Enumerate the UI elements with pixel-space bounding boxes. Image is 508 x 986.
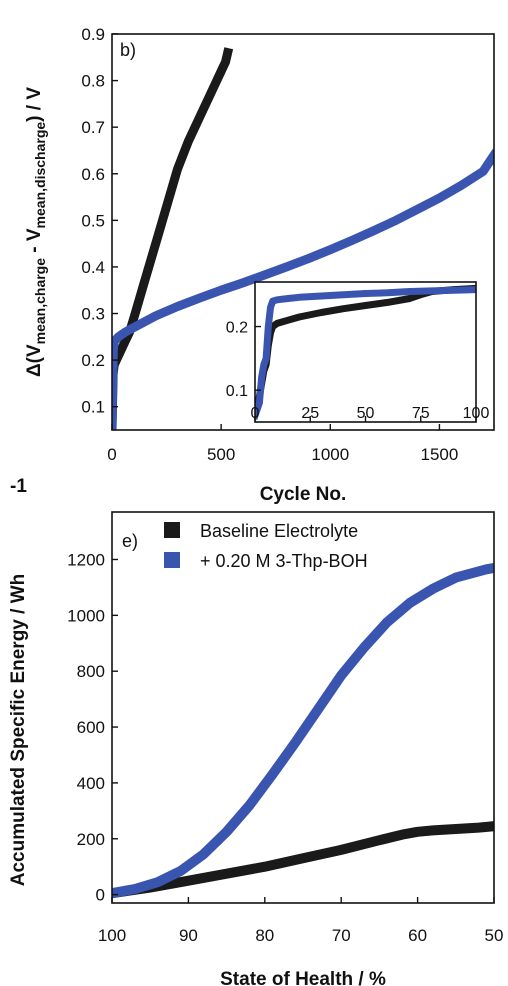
panel-e-y-tick-label: 1000 [67, 606, 105, 625]
panel-b-cycle-chart: 0 500 1000 15000.10.20.30.40.50.60.70.80.9 … [24, 25, 495, 505]
panel-e-x-tick-label: 50 [485, 926, 504, 945]
panel-e-series-group [112, 562, 494, 899]
panel-e-x-axis-label: State of Health / % [220, 969, 386, 986]
panel-e-ticks: 100 90 80 70 60 50 0 200 400 600 800 1000 1200 [67, 550, 503, 945]
panel-b-series-group [112, 47, 494, 430]
panel-e-legend: Baseline Electrolyte + 0.20 M 3-Thp-BOH [164, 521, 368, 571]
panel-b-y-tick-label: 0.9 [81, 25, 105, 44]
inset-x-tick-label: 50 [357, 405, 375, 422]
panel-e-y-tick-label: 800 [77, 662, 105, 681]
panel-e-legend-swatch-1 [164, 522, 180, 538]
panel-b-y-tick-label: 0.5 [81, 211, 105, 230]
panel-e-x-tick-label: 80 [255, 926, 274, 945]
panel-b-y-tick-label: 0.7 [81, 118, 105, 137]
panel-b-y-tick-label: 0.8 [81, 72, 105, 91]
panel-b-plot-frame [111, 33, 495, 431]
panel-b-label: b) [120, 40, 136, 60]
panel-b-y-label-part3: ) / V [24, 87, 45, 122]
panel-b-y-tick-label: 0.4 [81, 258, 105, 277]
panel-b-y-tick-label: 0.3 [81, 305, 105, 324]
panel-e-label: e) [122, 531, 138, 551]
panel-e-plot-frame [111, 511, 495, 904]
inset-x-tick-label: 25 [301, 405, 319, 422]
panel-e-legend-label-1: Baseline Electrolyte [200, 521, 358, 541]
panel-e-legend-swatch-2 [164, 552, 180, 568]
panel-e-x-tick-label: 90 [179, 926, 198, 945]
panel-b-x-axis-label: Cycle No. [260, 484, 347, 505]
panel-e-energy-chart: 100 90 80 70 60 50 0 200 400 600 800 1000 1200 e) Ba… [8, 476, 503, 986]
panel-b-series-2-line [112, 148, 494, 430]
inset-series-2-line [255, 286, 476, 421]
inset-x-tick-label: 0 [251, 405, 260, 422]
panel-b-x-tick-label: 0 [107, 445, 116, 464]
panel-b-y-label-sub1: mean,charge [32, 258, 48, 345]
panel-b-y-label-sub2: mean,discharge [32, 122, 48, 229]
panel-b-y-label-part1: Δ(V [24, 344, 45, 377]
panel-e-y-tick-label: 0 [96, 886, 105, 905]
inset-ticks: 0 25 50 75 100 0.1 0.2 [226, 320, 490, 422]
panel-e-series-2-line [112, 562, 494, 899]
panel-e-y-tick-label: 1200 [67, 550, 105, 569]
inset-y-tick-label: 0.2 [226, 320, 248, 337]
panel-e-x-tick-label: 60 [408, 926, 427, 945]
panel-b-x-tick-label: 1500 [421, 445, 459, 464]
panel-e-y-axis-label: Accumulated Specific Energy / Wh [8, 574, 29, 887]
panel-e-series-1-line [112, 821, 494, 899]
inset-y-tick-label: 0.1 [226, 383, 248, 400]
inset-x-tick-label: 75 [412, 405, 430, 422]
panel-e-legend-label-2: + 0.20 M 3-Thp-BOH [200, 551, 368, 571]
panel-b-series-1-line [112, 47, 234, 430]
panel-e-y-axis-unit-exponent: -1 [10, 476, 27, 497]
panel-e-y-tick-label: 400 [77, 774, 105, 793]
panel-b-y-label-part2: - V [24, 228, 45, 258]
panel-e-x-tick-label: 100 [98, 926, 126, 945]
panel-b-y-tick-label: 0.2 [81, 351, 105, 370]
panel-e-y-tick-label: 600 [77, 718, 105, 737]
panel-e-y-tick-label: 200 [77, 830, 105, 849]
panel-b-inset: 0 25 50 75 100 0.1 0.2 [226, 281, 490, 423]
panel-e-x-tick-label: 70 [332, 926, 351, 945]
inset-series-group [255, 284, 476, 421]
panel-b-y-tick-label: 0.1 [81, 398, 105, 417]
panel-b-x-tick-label: 500 [207, 445, 235, 464]
inset-x-tick-label: 100 [463, 405, 490, 422]
panel-b-y-tick-label: 0.6 [81, 165, 105, 184]
panel-b-y-axis-label: Δ(Vmean,charge - Vmean,discharge) / V [24, 87, 48, 377]
panel-b-x-tick-label: 1000 [311, 445, 349, 464]
